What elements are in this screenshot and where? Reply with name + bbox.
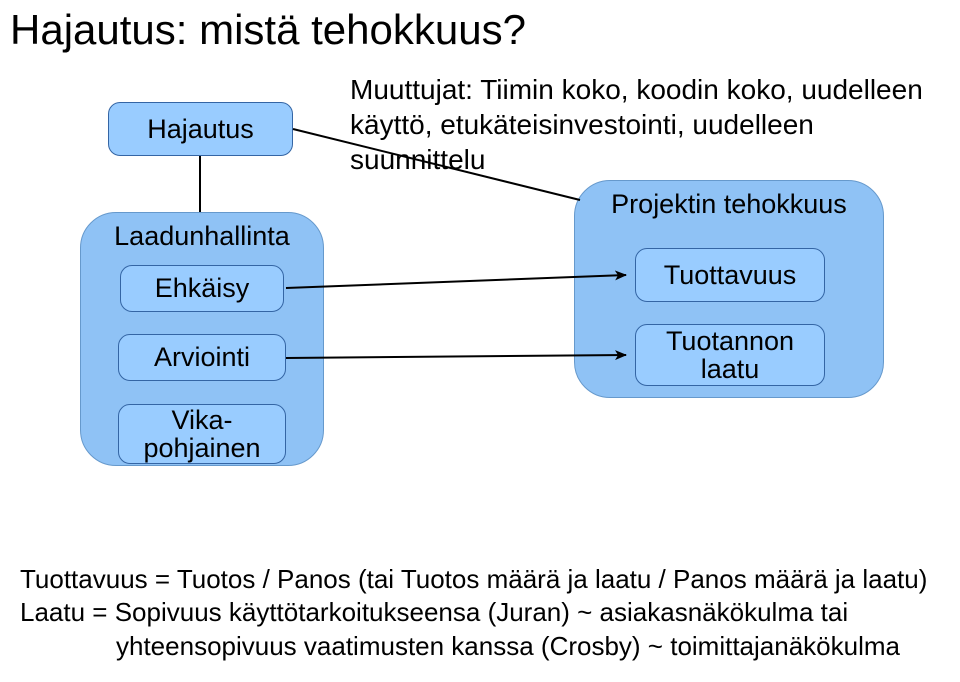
slide-subtitle: Muuttujat: Tiimin koko, koodin koko, uud…	[350, 72, 950, 177]
box-laadunhallinta-label: Laadunhallinta	[81, 221, 323, 252]
box-tuotannon-label: Tuotannon laatu	[666, 327, 794, 384]
box-hajautus: Hajautus	[108, 102, 293, 156]
box-ehkaisy-label: Ehkäisy	[155, 273, 250, 304]
box-tuotannon: Tuotannon laatu	[635, 324, 825, 386]
slide-title: Hajautus: mistä tehokkuus?	[10, 6, 526, 54]
box-vikapohjainen-label: Vika- pohjainen	[143, 406, 260, 463]
slide: Hajautus: mistä tehokkuus? Muuttujat: Ti…	[0, 0, 960, 682]
box-arviointi: Arviointi	[118, 334, 286, 381]
footer-line2: Laatu = Sopivuus käyttötarkoitukseensa (…	[20, 596, 940, 630]
footer-text: Tuottavuus = Tuotos / Panos (tai Tuotos …	[20, 563, 940, 664]
box-hajautus-label: Hajautus	[147, 114, 254, 145]
box-tuottavuus: Tuottavuus	[635, 248, 825, 302]
box-vikapohjainen: Vika- pohjainen	[118, 404, 286, 464]
footer-line1: Tuottavuus = Tuotos / Panos (tai Tuotos …	[20, 563, 940, 597]
footer-line3: yhteensopivuus vaatimusten kanssa (Crosb…	[20, 630, 940, 664]
box-arviointi-label: Arviointi	[154, 342, 250, 373]
box-tuottavuus-label: Tuottavuus	[664, 260, 797, 291]
box-projekti-label: Projektin tehokkuus	[575, 189, 883, 220]
box-ehkaisy: Ehkäisy	[120, 265, 284, 312]
